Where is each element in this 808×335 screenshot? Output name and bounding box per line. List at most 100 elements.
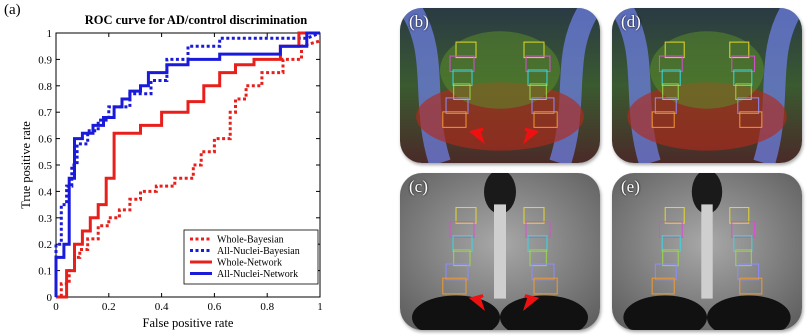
nucleus-outline bbox=[651, 111, 675, 128]
ventricle-top bbox=[484, 173, 516, 214]
nucleus-outline bbox=[662, 83, 679, 100]
nucleus-outline bbox=[529, 83, 547, 100]
x-tick-label: 0.4 bbox=[155, 301, 169, 313]
nucleus-outline bbox=[664, 207, 685, 224]
tract-blue-right bbox=[753, 8, 802, 163]
x-tick-label: 0 bbox=[53, 301, 59, 313]
nucleus-outline bbox=[729, 207, 750, 224]
panel-e-label: (e) bbox=[621, 177, 640, 196]
nucleus-outline bbox=[737, 97, 760, 114]
nucleus-outline bbox=[523, 41, 545, 59]
tract-blue-left bbox=[612, 8, 661, 163]
nucleus-outline bbox=[455, 41, 477, 59]
red-arrow-right bbox=[522, 127, 540, 145]
nucleus-outline bbox=[658, 55, 683, 73]
nucleus-outline bbox=[529, 249, 547, 267]
nucleus-outline bbox=[527, 69, 548, 86]
nucleus-outline bbox=[739, 277, 763, 295]
nucleus-outline bbox=[733, 69, 753, 86]
legend-label: All-Nuclei-Bayesian bbox=[217, 246, 300, 257]
y-tick-label: 0.6 bbox=[38, 134, 52, 146]
panel-b-image: (b) bbox=[400, 8, 600, 163]
series-line-whole-bayesian bbox=[56, 39, 321, 299]
nucleus-outline bbox=[452, 69, 473, 86]
nucleus-outline bbox=[735, 249, 752, 267]
dark-region-left bbox=[623, 295, 707, 330]
nucleus-outline bbox=[452, 235, 473, 252]
nucleus-outline bbox=[453, 249, 471, 267]
chart-title: ROC curve for AD/control discrimination bbox=[85, 13, 307, 27]
nucleus-outline bbox=[531, 263, 555, 281]
x-tick-label: 1 bbox=[317, 301, 323, 313]
red-arrow-left bbox=[468, 294, 486, 311]
y-tick-label: 0.4 bbox=[38, 186, 52, 198]
nucleus-outline bbox=[527, 235, 548, 252]
nucleus-outline bbox=[654, 263, 677, 281]
nucleus-outline bbox=[531, 97, 555, 114]
tract-blue-left bbox=[400, 8, 451, 163]
y-tick-label: 0.3 bbox=[38, 213, 52, 225]
y-axis-label: True positive rate bbox=[19, 121, 33, 209]
y-tick-label: 0.9 bbox=[38, 54, 52, 66]
roc-chart: ROC curve for AD/control discrimination 0… bbox=[19, 13, 323, 330]
panel-c-image: (c) bbox=[400, 173, 600, 330]
tract-blue-right bbox=[549, 8, 600, 163]
y-tick-label: 0.8 bbox=[38, 81, 52, 93]
y-tick-label: 0.7 bbox=[38, 107, 52, 119]
midline bbox=[701, 204, 713, 299]
nucleus-outline bbox=[662, 249, 679, 267]
nucleus-outline bbox=[449, 55, 475, 73]
panel-b-label: (b) bbox=[409, 12, 429, 31]
x-axis-label: False positive rate bbox=[143, 316, 234, 330]
nucleus-outline bbox=[661, 235, 681, 252]
nucleus-outline bbox=[453, 83, 471, 100]
nucleus-outline bbox=[731, 221, 756, 238]
panel-d-label: (d) bbox=[621, 12, 641, 31]
red-arrow-left bbox=[468, 127, 486, 145]
nucleus-outline bbox=[533, 111, 558, 128]
dark-region-right bbox=[707, 295, 791, 330]
series-line-whole-network bbox=[56, 31, 320, 299]
dark-region-right bbox=[500, 295, 588, 330]
panel-a-label: (a) bbox=[4, 2, 21, 18]
panel-c-label: (c) bbox=[409, 177, 428, 196]
series-line-all-nuclei-network bbox=[54, 31, 320, 297]
legend-label: Whole-Bayesian bbox=[217, 235, 284, 246]
nucleus-outline bbox=[664, 41, 685, 59]
nucleus-outline bbox=[445, 263, 469, 281]
x-tick-label: 0.6 bbox=[208, 301, 222, 313]
panel-d-image: (d) bbox=[612, 8, 802, 163]
ventricle-top bbox=[691, 173, 723, 214]
y-tick-label: 0 bbox=[47, 292, 53, 304]
midline bbox=[494, 204, 506, 299]
legend-label: All-Nuclei-Network bbox=[217, 269, 298, 280]
nucleus-outline bbox=[651, 277, 675, 295]
nucleus-outline bbox=[661, 69, 681, 86]
nucleus-outline bbox=[523, 207, 545, 224]
red-arrow-right bbox=[522, 294, 540, 311]
nucleus-outline bbox=[731, 55, 756, 73]
x-tick-label: 0.2 bbox=[102, 301, 116, 313]
nucleus-outline bbox=[729, 41, 750, 59]
nucleus-outline bbox=[442, 111, 467, 128]
nucleus-outline bbox=[654, 97, 677, 114]
y-tick-label: 0.2 bbox=[38, 239, 52, 251]
nucleus-outline bbox=[737, 263, 760, 281]
nucleus-outline bbox=[455, 207, 477, 224]
nucleus-outline bbox=[735, 83, 752, 100]
legend-label: Whole-Network bbox=[217, 258, 282, 269]
y-tick-label: 1 bbox=[47, 28, 53, 40]
nucleus-outline bbox=[733, 235, 753, 252]
nucleus-outline bbox=[525, 55, 551, 73]
nucleus-outline bbox=[739, 111, 763, 128]
panel-e-image: (e) bbox=[612, 173, 802, 330]
nucleus-outline bbox=[442, 277, 467, 295]
nucleus-outline bbox=[445, 97, 469, 114]
nucleus-outline bbox=[533, 277, 558, 295]
nucleus-outline bbox=[525, 221, 551, 238]
nucleus-outline bbox=[449, 221, 475, 238]
x-tick-label: 0.8 bbox=[260, 301, 274, 313]
series-line-all-nuclei-bayesian bbox=[54, 31, 321, 297]
nucleus-outline bbox=[658, 221, 683, 238]
